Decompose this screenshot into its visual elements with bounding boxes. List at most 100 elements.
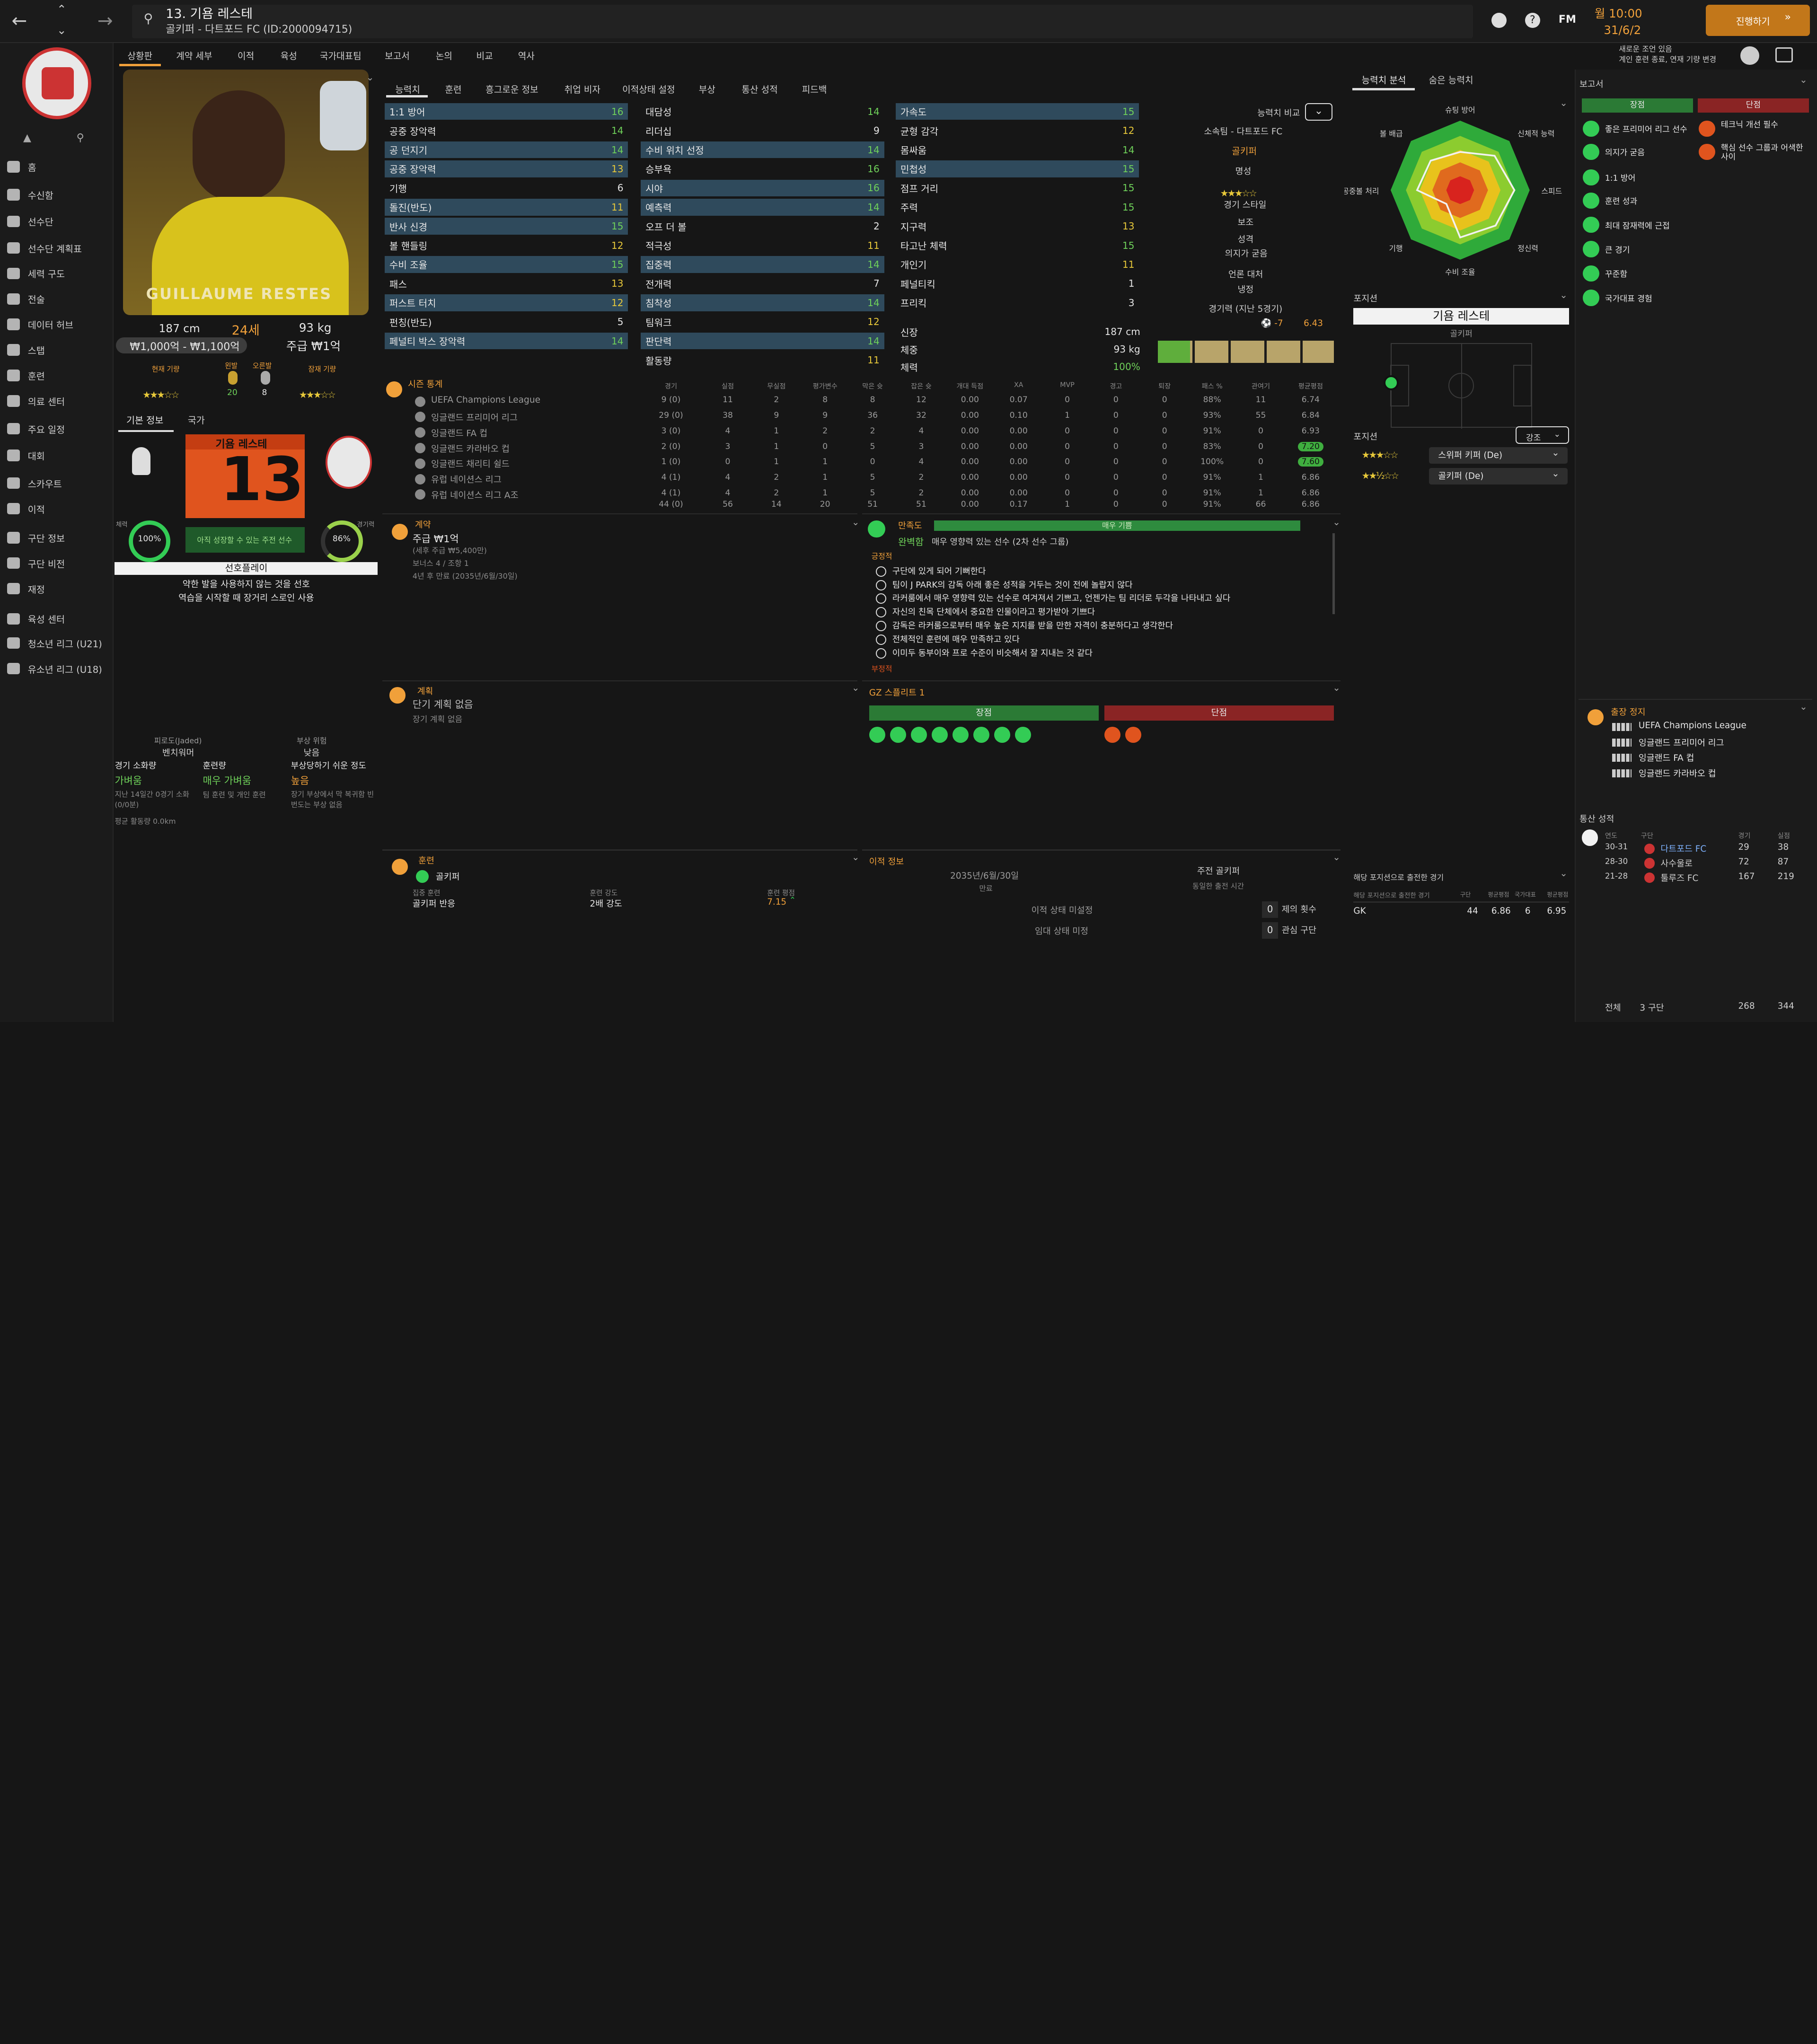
attribute-row[interactable]: 예측력 14 — [641, 199, 884, 216]
sidebar-item-2[interactable]: 선수단 — [7, 213, 53, 229]
training-icon[interactable] — [931, 726, 948, 743]
tab-hidden[interactable]: 숨은 능력치 — [1429, 75, 1473, 86]
attribute-row[interactable]: 시야 16 — [641, 179, 884, 197]
attribute-row[interactable]: 지구력 13 — [896, 218, 1139, 235]
star-icon[interactable] — [869, 726, 886, 743]
report-pro-item[interactable]: 꾸준함 — [1583, 265, 1699, 282]
plan-chevron-icon[interactable]: ⌄ — [852, 682, 860, 694]
growth-icon[interactable] — [952, 726, 969, 743]
appear-chevron-icon[interactable]: ⌄ — [1560, 868, 1568, 879]
attribute-row[interactable]: 침착성 14 — [641, 294, 884, 311]
attribute-row[interactable]: 집중력 14 — [641, 256, 884, 273]
happiness-title[interactable]: 만족도 — [898, 521, 922, 531]
career-club[interactable]: 툴루즈 FC — [1660, 873, 1699, 883]
attribute-row[interactable]: 개인기 11 — [896, 256, 1139, 273]
attribute-row[interactable]: 반사 신경 15 — [385, 218, 628, 235]
collapse-chevron-icon[interactable]: ⌄ — [366, 71, 374, 83]
report-pro-item[interactable]: 큰 경기 — [1583, 241, 1699, 257]
subnav-item-6[interactable]: 논의 — [435, 50, 452, 62]
report-pro-item[interactable]: 좋은 프리미어 리그 선수 — [1583, 120, 1699, 137]
trophy-icon[interactable] — [973, 726, 990, 743]
subnav-item-5[interactable]: 보고서 — [385, 50, 410, 62]
highlight-dropdown[interactable]: 강조 ⌄ — [1516, 426, 1569, 444]
attribute-row[interactable]: 퍼스트 터치 12 — [385, 294, 628, 311]
ball-icon[interactable] — [1491, 12, 1507, 28]
attribute-row[interactable]: 공중 장악력 14 — [385, 122, 628, 139]
attribute-row[interactable]: 펀칭(반도) 5 — [385, 313, 628, 330]
report-con-item[interactable]: 테크닉 개선 필수 — [1699, 120, 1810, 137]
sidebar-item-5[interactable]: 전술 — [7, 291, 45, 307]
competition-name[interactable]: 잉글랜드 카라바오 컵 — [431, 444, 510, 454]
subnav-item-8[interactable]: 역사 — [518, 50, 535, 62]
layout-icon[interactable] — [1775, 47, 1793, 63]
sidebar-item-1[interactable]: 수신함 — [7, 186, 53, 203]
tab-basic-info[interactable]: 기본 정보 — [126, 414, 164, 426]
role-dropdown[interactable]: 골키퍼 (De) ⌄ — [1429, 468, 1568, 485]
sidebar-item-3[interactable]: 선수단 계획표 — [7, 240, 82, 256]
career-club[interactable]: 다트포드 FC — [1660, 844, 1707, 855]
role-dropdown[interactable]: 스위퍼 키퍼 (De) ⌄ — [1429, 447, 1568, 464]
sidebar-item-7[interactable]: 스탭 — [7, 342, 45, 358]
competition-name[interactable]: 잉글랜드 채리티 쉴드 — [431, 459, 510, 470]
tab-7[interactable]: 피드백 — [802, 84, 827, 95]
attribute-row[interactable]: 팀워크 12 — [641, 313, 884, 330]
attribute-row[interactable]: 판단력 14 — [641, 332, 884, 350]
plan-title[interactable]: 계획 — [417, 687, 433, 697]
attribute-row[interactable]: 수비 조율 15 — [385, 256, 628, 273]
competition-name[interactable]: 잉글랜드 프리미어 리그 — [431, 413, 518, 423]
position-chevron-icon[interactable]: ⌄ — [1560, 290, 1568, 301]
tab-analysis[interactable]: 능력치 분석 — [1361, 75, 1406, 86]
attribute-row[interactable]: 몸싸움 14 — [896, 141, 1139, 159]
sidebar-item-0[interactable]: 홈 — [7, 159, 36, 175]
down-arrow-icon[interactable]: ⌄ — [57, 23, 67, 37]
tab-0[interactable]: 능력치 — [395, 84, 420, 95]
sidebar-item-13[interactable]: 이적 — [7, 501, 45, 517]
happiness-scrollbar[interactable] — [1332, 533, 1335, 614]
gk-position-marker[interactable] — [1384, 375, 1399, 391]
sidebar-item-4[interactable]: 세력 구도 — [7, 265, 65, 282]
report-pro-item[interactable]: 훈련 성과 — [1583, 192, 1699, 209]
manager-avatar-icon[interactable] — [1740, 46, 1759, 65]
sidebar-item-12[interactable]: 스카우트 — [7, 475, 62, 491]
competition-name[interactable]: 유럽 네이션스 리그 A조 — [431, 491, 519, 501]
attribute-row[interactable]: 활동량 11 — [641, 352, 884, 369]
warning-icon[interactable] — [1104, 726, 1121, 743]
report-con-item[interactable]: 핵심 선수 그룹과 어색한 사이 — [1699, 143, 1810, 162]
group-icon[interactable] — [1125, 726, 1142, 743]
training-chevron-icon[interactable]: ⌄ — [852, 852, 860, 863]
tab-2[interactable]: 흥그로운 정보 — [485, 84, 538, 95]
value-pill[interactable] — [115, 337, 247, 353]
subnav-item-7[interactable]: 비교 — [476, 50, 493, 62]
attribute-row[interactable]: 점프 거리 15 — [896, 180, 1139, 197]
contract-chevron-icon[interactable]: ⌄ — [852, 517, 860, 528]
compare-dropdown-icon[interactable]: ⌄ — [1305, 103, 1333, 121]
attribute-row[interactable]: 돌진(반도) 11 — [385, 199, 628, 216]
sidebar-item-17[interactable]: 육성 센터 — [7, 611, 65, 627]
pin2-icon[interactable]: ⚲ — [76, 132, 84, 144]
tab-4[interactable]: 이적상태 설정 — [622, 84, 675, 95]
attribute-row[interactable]: 적극성 11 — [641, 237, 884, 254]
sidebar-item-9[interactable]: 의료 센터 — [7, 393, 65, 409]
attribute-row[interactable]: 볼 핸들링 12 — [385, 237, 628, 254]
competition-name[interactable]: UEFA Champions League — [431, 395, 541, 405]
training-title[interactable]: 훈련 — [418, 855, 434, 866]
report-pro-item[interactable]: 최대 잠재력에 근접 — [1583, 216, 1699, 233]
attribute-row[interactable]: 오프 더 볼 2 — [641, 218, 884, 235]
season-title[interactable]: 시즌 통계 — [408, 379, 443, 390]
attribute-row[interactable]: 타고난 체력 15 — [896, 237, 1139, 254]
tab-1[interactable]: 훈련 — [445, 84, 462, 95]
attribute-row[interactable]: 기행 6 — [385, 180, 628, 197]
competition-name[interactable]: 잉글랜드 FA 컵 — [431, 428, 488, 439]
suspension-chevron-icon[interactable]: ⌄ — [1799, 701, 1808, 712]
attribute-row[interactable]: 리더십 9 — [641, 122, 884, 139]
subnav-item-1[interactable]: 계약 세부 — [176, 50, 212, 62]
sidebar-item-19[interactable]: 유소년 리그 (U18) — [7, 661, 102, 677]
scout-title[interactable]: GZ 스플리트 1 — [869, 687, 925, 698]
sidebar-item-10[interactable]: 주요 일정 — [7, 421, 65, 437]
sidebar-item-6[interactable]: 데이터 허브 — [7, 317, 73, 333]
report-pro-item[interactable]: 의지가 굳음 — [1583, 143, 1699, 160]
scout-chevron-icon[interactable]: ⌄ — [1332, 682, 1341, 694]
report-pro-item[interactable]: 국가대표 경험 — [1583, 290, 1699, 306]
tab-3[interactable]: 취업 비자 — [564, 84, 600, 95]
report-pro-item[interactable]: 1:1 방어 — [1583, 169, 1699, 185]
